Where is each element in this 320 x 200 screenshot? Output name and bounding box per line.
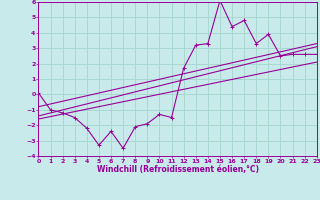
X-axis label: Windchill (Refroidissement éolien,°C): Windchill (Refroidissement éolien,°C) <box>97 165 259 174</box>
